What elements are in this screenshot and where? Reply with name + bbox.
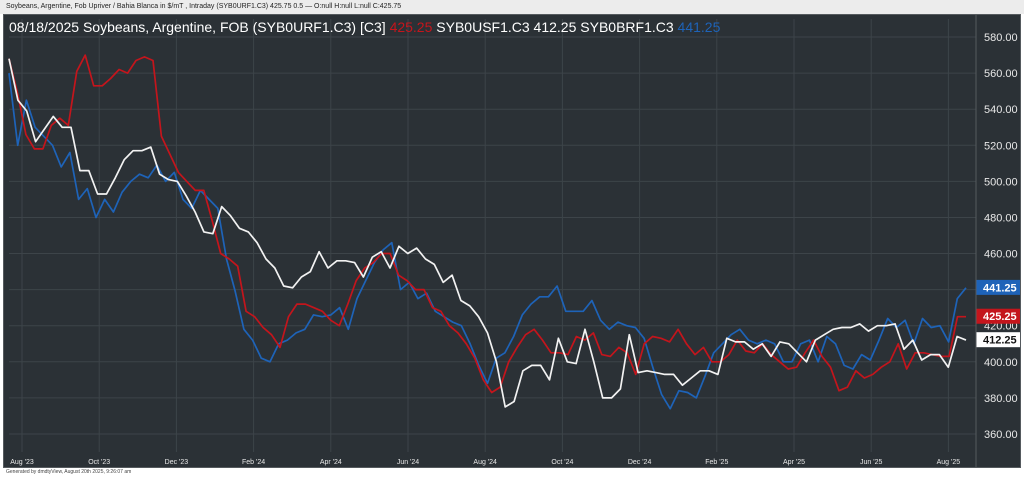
chart-title: 08/18/2025 Soybeans, Argentine, FOB (SYB…	[9, 19, 721, 35]
y-tick-label: 500.00	[984, 176, 1018, 188]
y-tick-label: 540.00	[984, 104, 1018, 116]
last-value-text-blue: 441.25	[983, 282, 1017, 294]
series-line-red	[8, 54, 966, 394]
last-value-text-red: 425.25	[983, 311, 1017, 323]
x-tick-label: Dec '24	[628, 459, 652, 466]
x-tick-label: Feb '25	[705, 459, 728, 466]
y-tick-label: 560.00	[984, 68, 1018, 80]
series-lines	[8, 54, 967, 410]
y-tick-label: 380.00	[984, 393, 1018, 405]
x-tick-label: Feb '24	[242, 459, 265, 466]
legend-name-blue: SYB0BRF1.C3	[580, 19, 674, 35]
legend-value-blue: 441.25	[678, 19, 721, 35]
chart-canvas[interactable]: 360.00380.00400.00420.00440.00460.00480.…	[4, 15, 1020, 467]
title-text: Soybeans, Argentine, FOB (SYB0URF1.C3) […	[83, 19, 386, 35]
x-tick-label: Jun '25	[860, 459, 882, 466]
y-tick-label: 580.00	[984, 32, 1018, 44]
chart-panel[interactable]: 360.00380.00400.00420.00440.00460.00480.…	[3, 14, 1021, 468]
y-axis-tick-labels: 360.00380.00400.00420.00440.00460.00480.…	[984, 32, 1018, 441]
x-tick-label: Dec '23	[165, 459, 189, 466]
series-line-white	[8, 58, 967, 408]
x-axis-tick-labels: Aug '23 Oct '23 Dec '23 Feb '24 Apr '24 Jun '…	[10, 459, 960, 466]
x-tick-label: Apr '24	[320, 459, 342, 466]
last-value-labels: 441.25 425.25 412.25	[976, 279, 1020, 348]
title-date: 08/18/2025	[9, 19, 79, 35]
x-tick-label: Apr '25	[783, 459, 805, 466]
series-line-blue	[8, 72, 967, 410]
y-tick-label: 480.00	[984, 212, 1018, 224]
x-tick-label: Aug '25	[937, 459, 961, 466]
y-tick-label: 360.00	[984, 429, 1018, 441]
legend-name-white: SYB0USF1.C3	[436, 19, 530, 35]
x-tick-label: Aug '24	[473, 459, 497, 466]
last-value-badge-white	[976, 332, 1020, 348]
y-tick-label: 460.00	[984, 249, 1018, 261]
last-value-badge-red	[976, 308, 1020, 324]
legend-value-red: 425.25	[390, 19, 433, 35]
y-tick-label: 520.00	[984, 140, 1018, 152]
legend-value-white: 412.25	[534, 19, 577, 35]
x-tick-label: Oct '24	[551, 459, 573, 466]
chart-header-info: Soybeans, Argentine, Fob Upriver / Bahia…	[0, 0, 1024, 14]
x-tick-label: Jun '24	[397, 459, 419, 466]
y-tick-label: 400.00	[984, 357, 1018, 369]
footer-generated-text: Generated by dmdtyView, August 20th 2025…	[6, 469, 132, 475]
x-tick-label: Oct '23	[88, 459, 110, 466]
last-value-text-white: 412.25	[983, 335, 1017, 347]
last-value-badge-blue	[976, 279, 1020, 295]
x-tick-label: Aug '23	[10, 459, 34, 466]
grid-lines	[9, 19, 976, 452]
